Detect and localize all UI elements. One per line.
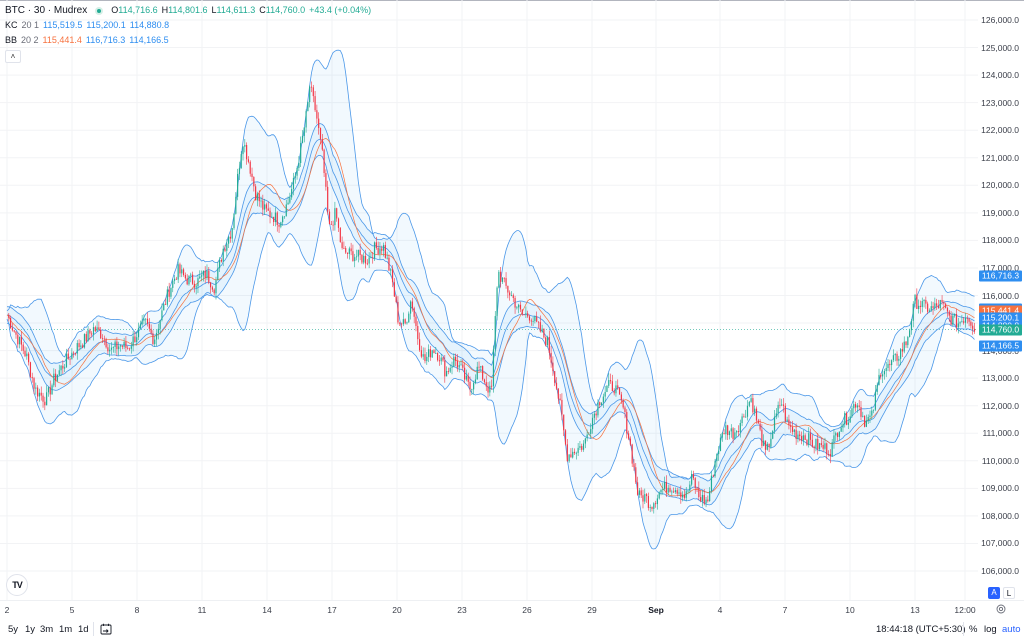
close-value: 114,760.0 xyxy=(265,5,306,15)
divider xyxy=(93,622,94,636)
calendar-goto-icon[interactable] xyxy=(100,623,112,635)
gear-icon[interactable] xyxy=(996,604,1006,614)
log-scale-toggle[interactable]: log xyxy=(984,624,997,635)
kc-params: 20 1 xyxy=(21,20,40,30)
high-label: H xyxy=(161,5,169,15)
kc-middle-value: 115,200.1 xyxy=(86,20,126,30)
price-tick-label: 125,000.0 xyxy=(981,42,1019,53)
time-tick-label: 11 xyxy=(197,605,207,615)
collapse-legend-button[interactable]: ˄ xyxy=(5,50,21,63)
price-tick-label: 109,000.0 xyxy=(981,483,1019,494)
bottom-toolbar: 5y 1y 3m 1m 1d 18:44:18 (UTC+5:30) % log… xyxy=(0,619,1024,640)
time-tick-label: 14 xyxy=(262,605,272,615)
auto-scale-button[interactable]: A xyxy=(988,587,1000,599)
candlesticks xyxy=(8,81,976,514)
time-tick-label: Sep xyxy=(648,605,664,615)
log-scale-button[interactable]: L xyxy=(1003,587,1015,599)
legend-bb-row[interactable]: BB 20 2 115,441.4 116,716.3 114,166.5 xyxy=(5,33,371,48)
price-tick-label: 108,000.0 xyxy=(981,510,1019,521)
time-tick-label: 4 xyxy=(717,605,723,615)
price-tick-label: 126,000.0 xyxy=(981,15,1019,25)
symbol-title[interactable]: BTC · 30 · Mudrex xyxy=(5,5,88,16)
time-tick-label: 29 xyxy=(587,605,597,615)
time-tick-label: 12:00 xyxy=(954,605,976,615)
price-tick-label: 110,000.0 xyxy=(981,455,1019,466)
price-tag: 116,716.3 xyxy=(979,270,1022,282)
logo-text: TV xyxy=(12,580,22,590)
open-label: O xyxy=(111,5,119,15)
bbL-line xyxy=(6,206,975,550)
price-tick-label: 116,000.0 xyxy=(981,290,1019,301)
time-tick-label: 13 xyxy=(910,605,920,615)
market-status-icon[interactable] xyxy=(95,6,104,15)
time-tick-label: 8 xyxy=(134,605,140,615)
bb-name: BB xyxy=(5,35,18,45)
open-value: 114,716.6 xyxy=(118,5,158,15)
chevron-up-icon: ˄ xyxy=(10,52,16,61)
kc-upper-value: 115,519.5 xyxy=(43,20,83,30)
price-tag: 115,200.1 xyxy=(979,312,1022,324)
price-tick-label: 106,000.0 xyxy=(981,566,1019,576)
time-tick-label: 5 xyxy=(69,605,75,615)
clock-timezone[interactable]: 18:44:18 (UTC+5:30) xyxy=(876,624,966,635)
kcL-line xyxy=(6,154,975,506)
kcU-line xyxy=(6,123,975,482)
indicator-bands xyxy=(6,49,975,550)
legend-kc-row[interactable]: KC 20 1 115,519.5 115,200.1 114,880.8 xyxy=(5,18,371,33)
price-tick-label: 111,000.0 xyxy=(982,428,1019,439)
price-tick-label: 117,000.0 xyxy=(981,262,1019,273)
kc-name: KC xyxy=(5,20,18,30)
bb-params: 20 2 xyxy=(21,35,39,45)
range-1y-button[interactable]: 1y xyxy=(25,624,36,635)
price-tag: 114,166.5 xyxy=(979,340,1022,352)
auto-scale-toggle[interactable]: auto xyxy=(1002,624,1021,635)
time-tick-label: 10 xyxy=(845,605,855,615)
range-1d-button[interactable]: 1d xyxy=(78,624,89,635)
time-tick-label: 2 xyxy=(4,605,10,615)
time-tick-label: 26 xyxy=(522,605,532,615)
high-value: 114,801.6 xyxy=(168,5,208,15)
close-label: C xyxy=(259,5,266,15)
price-tick-label: 118,000.0 xyxy=(981,235,1019,246)
range-5y-button[interactable]: 5y xyxy=(8,624,19,635)
tradingview-logo[interactable]: TV xyxy=(6,574,28,596)
price-tick-label: 113,000.0 xyxy=(981,373,1019,384)
price-tick-label: 121,000.0 xyxy=(981,152,1019,163)
bbU-line xyxy=(6,49,975,480)
legend-symbol-row: BTC · 30 · Mudrex O 114,716.6 H 114,801.6 … xyxy=(5,3,371,18)
time-tick-label: 7 xyxy=(782,605,788,615)
bb-lower-value: 114,166.5 xyxy=(129,35,169,45)
price-tick-label: 124,000.0 xyxy=(981,70,1019,81)
range-1m-button[interactable]: 1m xyxy=(59,624,73,635)
grid-lines xyxy=(0,0,978,600)
low-label: L xyxy=(211,5,217,15)
price-tick-label: 123,000.0 xyxy=(981,97,1019,108)
time-axis[interactable]: 2 5 8 11 14 17 20 23 26 29 Sep 4 7 10 13 12:00 xyxy=(0,600,1024,619)
bb-basis-line xyxy=(6,138,975,497)
bb-basis-value: 115,441.4 xyxy=(42,35,82,45)
time-tick-label: 17 xyxy=(327,605,337,615)
bb-band-fill xyxy=(7,50,975,549)
percent-scale-button[interactable]: % xyxy=(969,624,978,635)
time-tick-label: 23 xyxy=(457,605,467,615)
divider xyxy=(963,622,964,636)
top-border xyxy=(0,0,1024,1)
price-tag: 114,760.0 xyxy=(979,324,1022,336)
price-tick-label: 119,000.0 xyxy=(981,207,1019,218)
low-value: 114,611.3 xyxy=(216,5,256,15)
price-tick-label: 122,000.0 xyxy=(981,125,1019,136)
price-tick-label: 112,000.0 xyxy=(981,400,1019,411)
bb-upper-value: 116,716.3 xyxy=(85,35,126,45)
kcM-line xyxy=(6,139,975,494)
chart-legend: BTC · 30 · Mudrex O 114,716.6 H 114,801.6 … xyxy=(5,3,371,63)
range-3m-button[interactable]: 3m xyxy=(40,624,54,635)
price-tick-label: 107,000.0 xyxy=(981,538,1019,549)
price-chart-canvas[interactable] xyxy=(0,0,978,600)
kc-lower-value: 114,880.8 xyxy=(129,20,170,30)
price-tag: 115,441.4 xyxy=(979,305,1022,317)
change-value: +43.4 (+0.04%) xyxy=(309,5,372,15)
price-tick-label: 120,000.0 xyxy=(981,180,1019,191)
price-axis[interactable]: 106,000.0 107,000.0 108,000.0 109,000.0 110,… xyxy=(978,0,1024,600)
time-tick-label: 20 xyxy=(392,605,402,615)
